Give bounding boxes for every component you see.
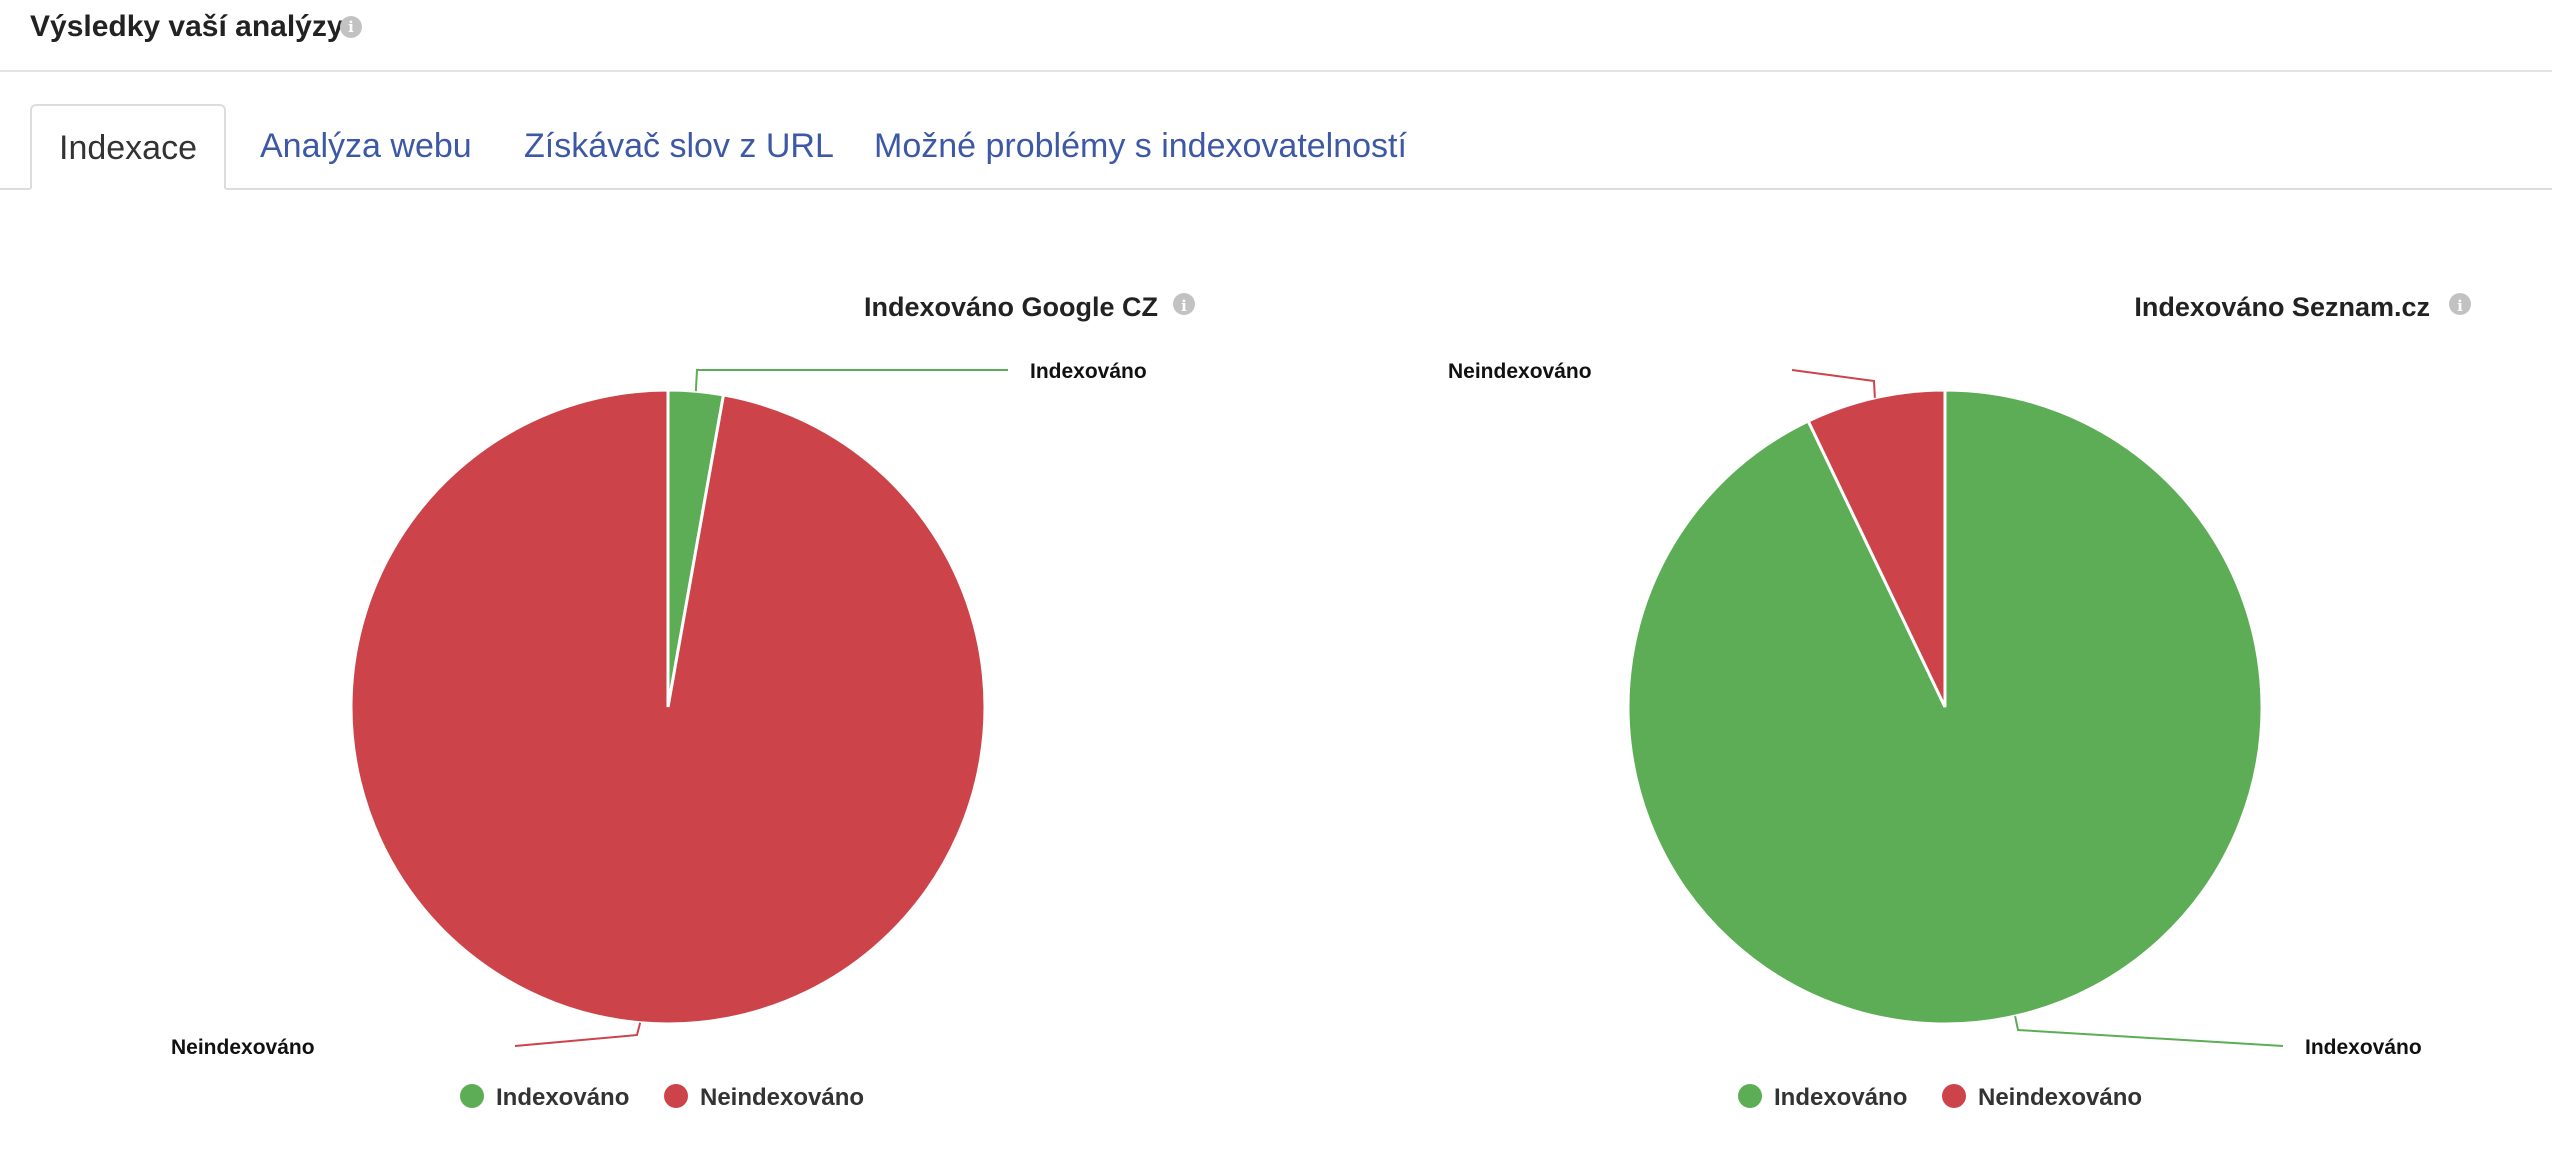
legend-label[interactable]: Neindexováno <box>1978 1084 2142 1111</box>
legend-marker[interactable] <box>1738 1084 1762 1108</box>
pie-slice-not-indexed[interactable] <box>1806 388 1947 708</box>
slice-label: Neindexováno <box>1448 360 1592 383</box>
chart-title: Indexováno Seznam.cz <box>2134 292 2430 322</box>
results-header: Výsledky vaší analýzy i <box>0 0 2552 72</box>
results-title: Výsledky vaší analýzy <box>30 10 344 43</box>
tab-bar: Indexace Analýza webu Získávač slov z UR… <box>0 104 2552 190</box>
legend-marker[interactable] <box>664 1084 688 1108</box>
slice-label: Neindexováno <box>171 1036 315 1059</box>
info-icon-glyph: i <box>1181 297 1187 315</box>
slice-label: Indexováno <box>1030 360 1147 383</box>
pie-slice-not-indexed[interactable] <box>349 388 987 1026</box>
legend-label[interactable]: Neindexováno <box>700 1084 864 1111</box>
slice-connector <box>514 1022 642 1047</box>
chart-title: Indexováno Google CZ <box>864 292 1158 322</box>
slice-label: Indexováno <box>2305 1036 2422 1059</box>
info-icon[interactable] <box>1173 293 1195 315</box>
tab-ziskavac-slov[interactable]: Získávač slov z URL <box>524 127 834 165</box>
legend-marker[interactable] <box>460 1084 484 1108</box>
tab-analyza-webu[interactable]: Analýza webu <box>260 127 472 165</box>
slice-connector <box>2014 1015 2284 1047</box>
slice-connector <box>694 369 1008 392</box>
legend-marker[interactable] <box>1942 1084 1966 1108</box>
info-icon-glyph: i <box>2457 297 2463 315</box>
slice-connector <box>1791 369 1876 398</box>
tab-mozne-problemy[interactable]: Možné problémy s indexovatelností <box>874 127 1407 165</box>
tab-indexace[interactable]: Indexace <box>30 104 226 190</box>
legend-label[interactable]: Indexováno <box>496 1084 629 1111</box>
info-icon[interactable]: i <box>340 16 362 38</box>
info-icon[interactable] <box>2449 293 2471 315</box>
legend-label[interactable]: Indexováno <box>1774 1084 1907 1111</box>
